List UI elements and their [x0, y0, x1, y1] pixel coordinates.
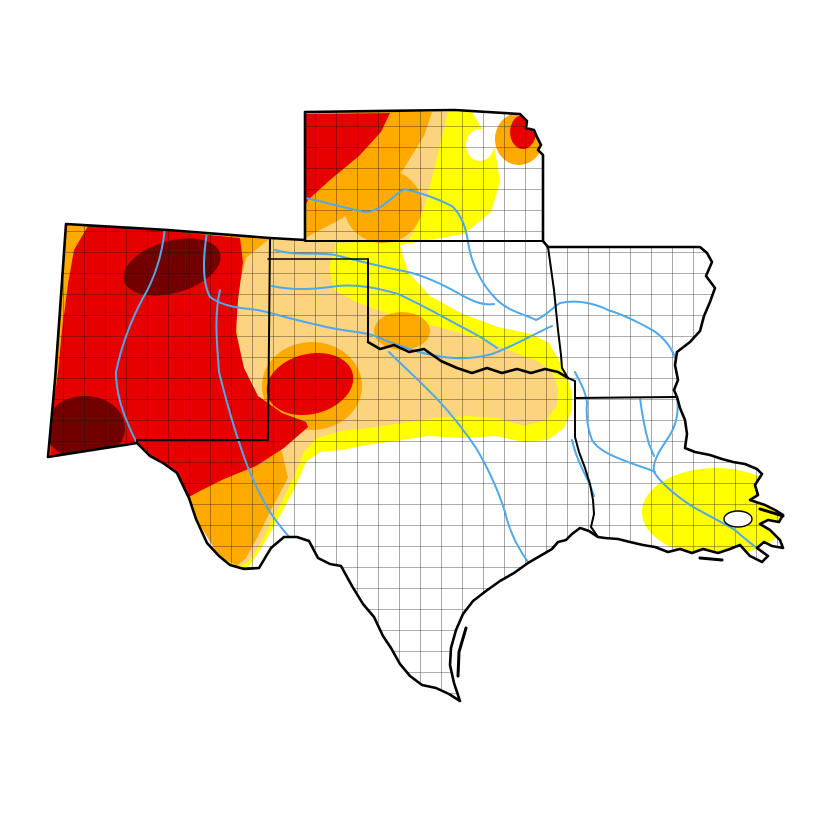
state-border-arkansas-louisiana: [574, 396, 678, 399]
barrier-island-chandeleur: [758, 507, 785, 518]
river-north-canadian: [271, 284, 498, 349]
river-red-lower: [574, 371, 656, 473]
lake-pontchartrain: [723, 510, 753, 528]
river-rio-grande: [115, 225, 166, 444]
river-pecos: [215, 289, 296, 544]
barrier-island-padre: [456, 626, 468, 678]
river-mississippi: [652, 396, 763, 553]
state-border-texas-louisiana-sabine: [574, 397, 599, 538]
river-cimarron: [274, 249, 495, 306]
river-canadian: [202, 231, 553, 360]
river-arkansas: [304, 188, 677, 361]
river-ouachita: [639, 397, 655, 457]
river-trinity: [388, 351, 529, 563]
state-border-new-mexico-texas: [136, 237, 271, 444]
coastal-details-group: [456, 507, 785, 678]
rivers-group: [115, 188, 763, 563]
state-borders-group: [136, 237, 678, 538]
barrier-island-gulf: [698, 556, 724, 562]
region-outer-boundary: [46, 108, 785, 703]
state-border-red-river: [366, 340, 570, 380]
state-border-oklahoma-arkansas: [547, 246, 569, 379]
state-border-texas-arkansas: [567, 377, 576, 399]
